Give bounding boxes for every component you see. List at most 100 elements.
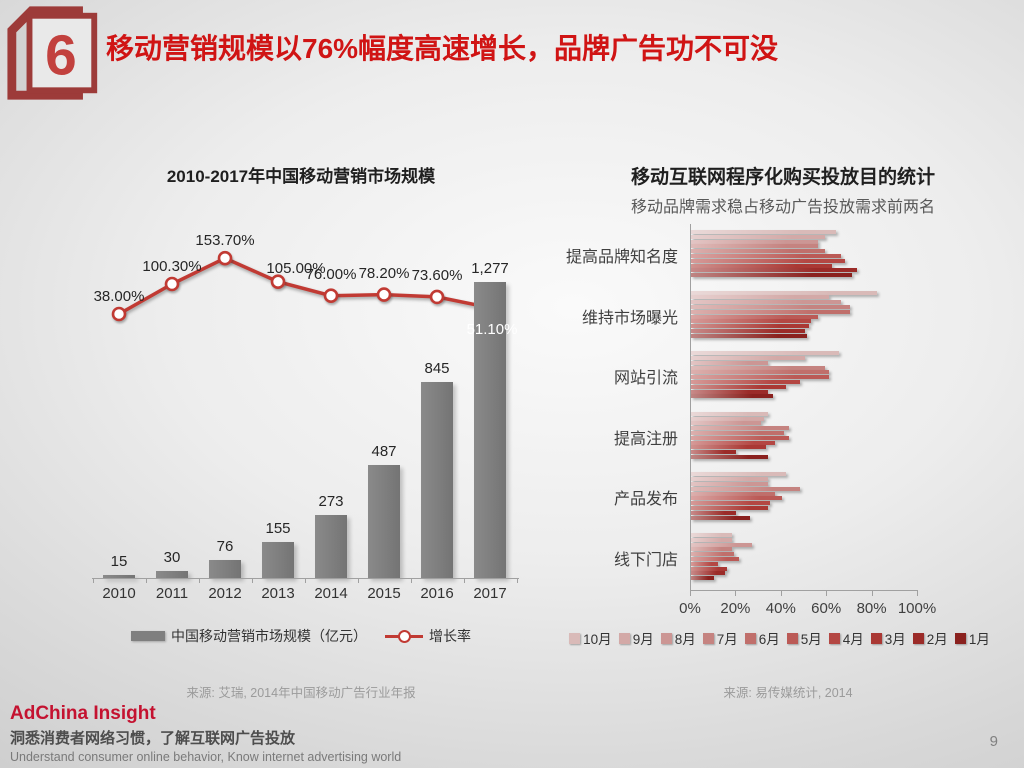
hbar-2月-维持市场曝光 bbox=[691, 329, 805, 334]
hbar-2月-提高品牌知名度 bbox=[691, 268, 857, 273]
growth-rate-label: 73.60% bbox=[411, 266, 463, 284]
y-axis-line bbox=[690, 224, 691, 590]
hbar-9月-提高注册 bbox=[691, 416, 764, 421]
page-number-badge-icon: 6 bbox=[7, 6, 98, 100]
x-axis-tick bbox=[145, 579, 147, 583]
growth-point-marker bbox=[111, 306, 127, 322]
hbar-10月-维持市场曝光 bbox=[691, 290, 878, 295]
left-chart-title: 2010-2017年中国移动营销市场规模 bbox=[166, 167, 436, 186]
growth-point-marker bbox=[323, 288, 339, 303]
legend-swatch bbox=[702, 632, 714, 644]
market-size-bar-2017 bbox=[474, 282, 506, 578]
hbar-2月-网站引流 bbox=[691, 389, 769, 394]
hbar-8月-网站引流 bbox=[691, 360, 769, 365]
market-size-bar-2015 bbox=[368, 465, 400, 578]
year-label: 2014 bbox=[314, 585, 348, 602]
growth-point-marker bbox=[164, 276, 180, 292]
hbar-8月-提高注册 bbox=[691, 421, 762, 426]
growth-point-marker bbox=[217, 250, 233, 266]
legend-swatch bbox=[870, 632, 882, 644]
hbar-4月-维持市场曝光 bbox=[691, 319, 812, 324]
hbar-10月-提高注册 bbox=[691, 411, 769, 416]
hbar-4月-产品发布 bbox=[691, 501, 771, 506]
x-tick-label: 80% bbox=[856, 600, 887, 617]
hbar-9月-网站引流 bbox=[691, 356, 805, 361]
hbar-8月-维持市场曝光 bbox=[691, 300, 841, 305]
hbar-1月-线下门店 bbox=[691, 576, 714, 581]
hbar-6月-线下门店 bbox=[691, 552, 735, 557]
bar-value-label: 1,277 bbox=[471, 260, 509, 277]
legend-item-10月: 10月 bbox=[569, 628, 612, 648]
line-legend-label: 增长率 bbox=[429, 628, 471, 644]
market-size-bar-2014 bbox=[315, 514, 347, 578]
legend-swatch bbox=[954, 632, 966, 644]
front-page-shape bbox=[26, 12, 98, 94]
legend-label: 5月 bbox=[800, 632, 822, 647]
right-chart-legend: 10月 9月 8月 7月 6月 5月 4月 3月 2月 1月 bbox=[552, 628, 1014, 648]
hbar-8月-线下门店 bbox=[691, 542, 753, 547]
hbar-1月-网站引流 bbox=[691, 394, 773, 399]
legend-label: 6月 bbox=[758, 632, 780, 647]
purpose-stats-chart: 移动互联网程序化购买投放目的统计 移动品牌需求稳占移动广告投放需求前两名 0% 2… bbox=[552, 160, 1014, 710]
right-chart-subtitle: 移动品牌需求稳占移动广告投放需求前两名 bbox=[630, 199, 935, 216]
hbar-1月-提高注册 bbox=[691, 455, 769, 460]
right-chart-title: 移动互联网程序化购买投放目的统计 bbox=[630, 167, 935, 188]
page-title: 移动营销规模以76%幅度高速增长，品牌广告功不可没 bbox=[106, 33, 779, 64]
hbar-1月-维持市场曝光 bbox=[691, 333, 807, 338]
legend-swatch bbox=[569, 632, 581, 644]
legend-swatch bbox=[660, 632, 672, 644]
hbar-6月-产品发布 bbox=[691, 491, 775, 496]
x-axis-tick bbox=[917, 591, 918, 596]
hbar-3月-提高品牌知名度 bbox=[691, 263, 832, 268]
legend-swatch bbox=[828, 632, 840, 644]
line-legend-marker-icon bbox=[385, 629, 423, 643]
hbar-7月-网站引流 bbox=[691, 365, 825, 370]
legend-swatch bbox=[786, 632, 798, 644]
x-axis-tick bbox=[410, 579, 412, 583]
legend-item-9月: 9月 bbox=[618, 628, 654, 648]
year-label: 2012 bbox=[208, 585, 242, 602]
x-axis-tick bbox=[516, 579, 518, 583]
x-axis-tick bbox=[92, 579, 94, 583]
hbar-9月-提高品牌知名度 bbox=[691, 234, 825, 239]
growth-rate-label: 38.00% bbox=[93, 288, 145, 305]
legend-item-1月: 1月 bbox=[954, 628, 990, 648]
legend-item-2月: 2月 bbox=[912, 628, 948, 648]
year-label: 2016 bbox=[420, 585, 454, 602]
x-axis-line bbox=[690, 590, 918, 591]
x-axis-tick bbox=[690, 591, 691, 596]
hbar-3月-维持市场曝光 bbox=[691, 324, 810, 329]
hbar-10月-线下门店 bbox=[691, 533, 732, 538]
hbar-7月-产品发布 bbox=[691, 486, 800, 491]
category-label: 产品发布 bbox=[613, 491, 678, 509]
hbar-6月-维持市场曝光 bbox=[691, 309, 850, 314]
hbar-6月-提高品牌知名度 bbox=[691, 249, 825, 254]
legend-swatch bbox=[618, 632, 630, 644]
bar-legend-label: 中国移动营销市场规模（亿元） bbox=[171, 628, 367, 644]
x-axis-tick bbox=[304, 579, 306, 583]
x-axis-tick bbox=[871, 591, 873, 596]
hbar-2月-提高注册 bbox=[691, 450, 737, 455]
legend-label: 1月 bbox=[968, 632, 990, 647]
right-chart-plot-area: 0% 20% 40% 60% 80% 100% 提高品牌知名度 维持市场曝光 网站引流 提高注册产… bbox=[552, 160, 1014, 710]
legend-swatch bbox=[744, 632, 756, 644]
legend-item-4月: 4月 bbox=[828, 628, 864, 648]
x-tick-label: 0% bbox=[679, 600, 701, 617]
x-tick-label: 60% bbox=[811, 600, 842, 617]
bar-value-label: 273 bbox=[318, 492, 344, 510]
hbar-2月-产品发布 bbox=[691, 510, 737, 515]
hbar-5月-提高注册 bbox=[691, 435, 789, 440]
bar-value-label: 487 bbox=[371, 443, 397, 461]
growth-rate-label: 153.70% bbox=[195, 232, 255, 250]
footer-brand: AdChina Insight bbox=[10, 703, 156, 724]
market-size-bar-2011 bbox=[156, 571, 188, 578]
bar-value-label: 76 bbox=[216, 538, 234, 556]
hbar-3月-产品发布 bbox=[691, 506, 769, 511]
left-chart-legend: 中国移动营销市场规模（亿元） 增长率 bbox=[55, 626, 547, 646]
legend-item-7月: 7月 bbox=[702, 628, 738, 648]
market-size-bar-2010 bbox=[103, 574, 135, 578]
x-axis-tick bbox=[463, 579, 465, 583]
legend-item-8月: 8月 bbox=[660, 628, 696, 648]
growth-rate-label: 78.20% bbox=[358, 264, 410, 282]
badge-number: 6 bbox=[45, 25, 77, 88]
